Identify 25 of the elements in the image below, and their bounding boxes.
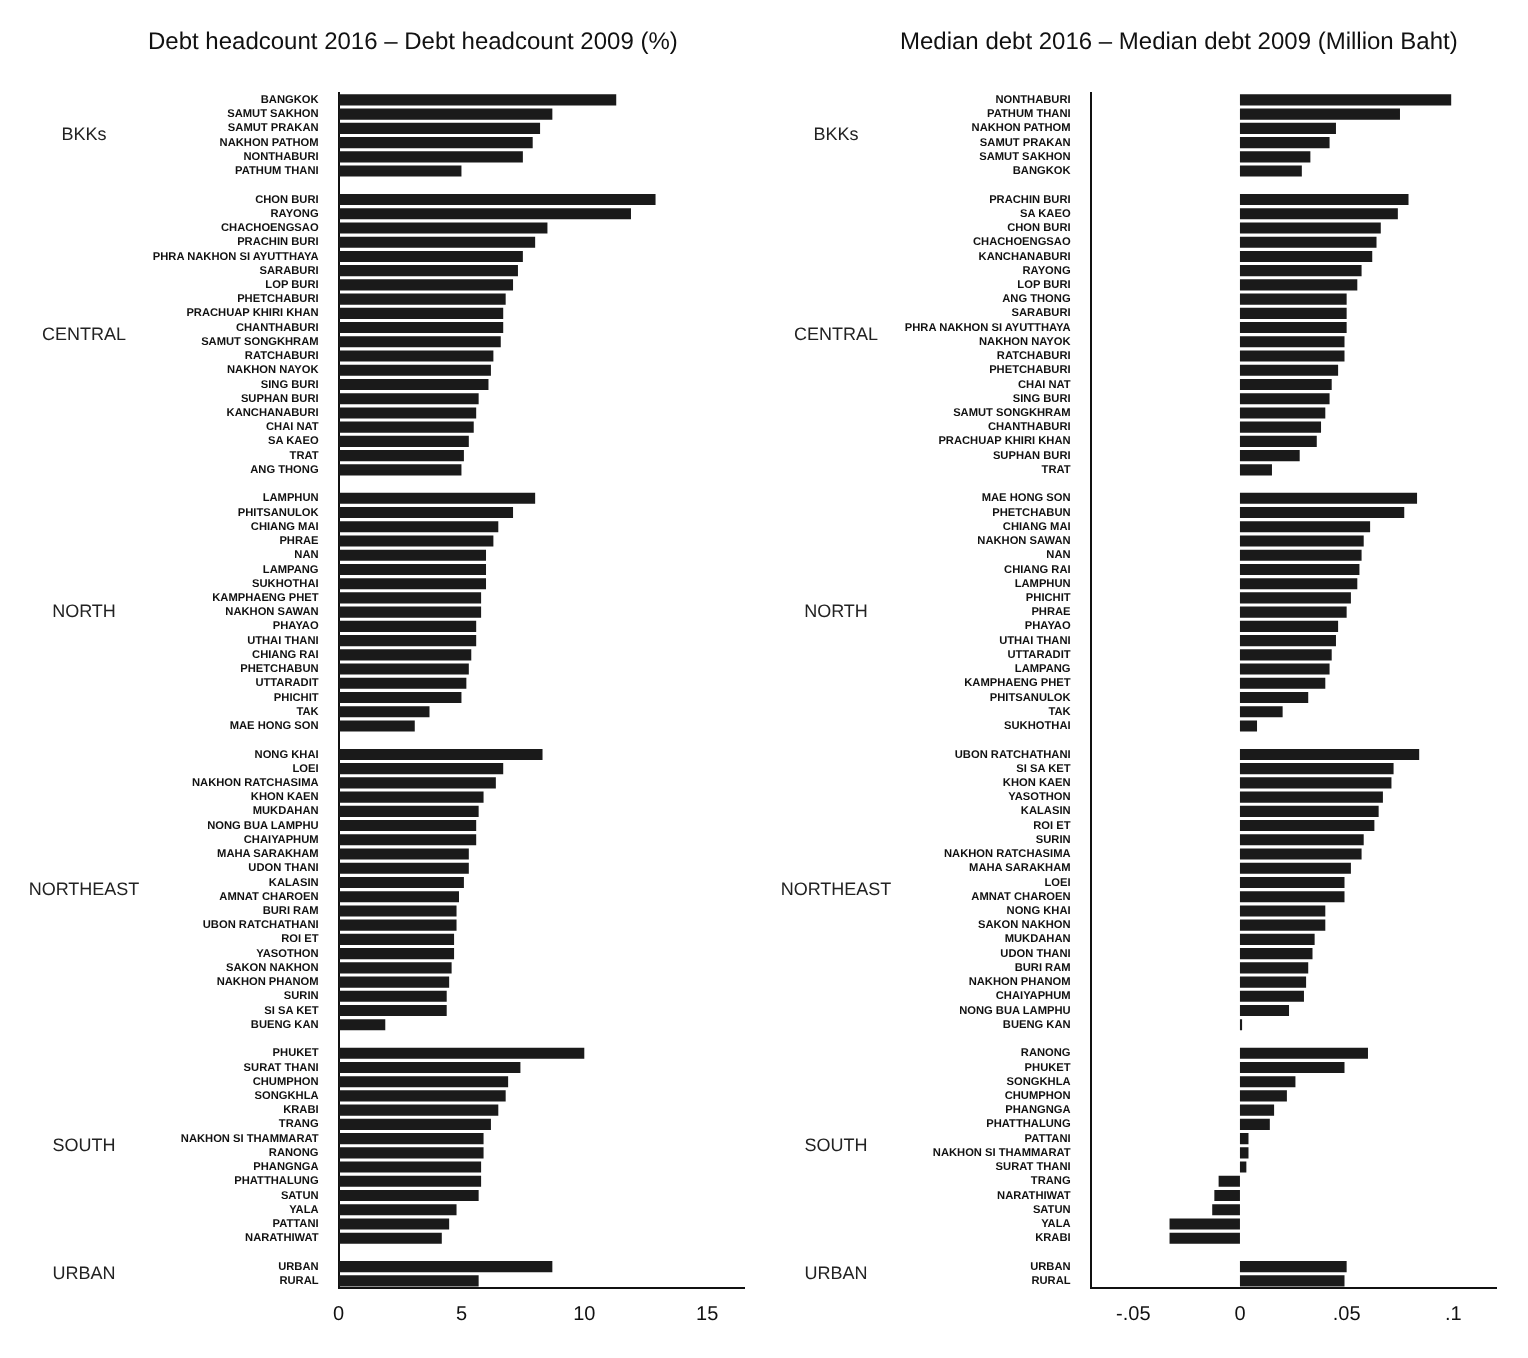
x-tick-label: 0 <box>333 1303 346 1326</box>
x-tick-label: 10 <box>573 1303 597 1326</box>
text: NORTH <box>804 601 868 622</box>
x-tick-label: .05 <box>1332 1303 1362 1326</box>
x-tick-label: 5 <box>455 1303 468 1326</box>
bar <box>1239 165 1302 177</box>
x-tick-label: -.05 <box>1116 1303 1152 1326</box>
bar <box>1239 94 1452 106</box>
text: SOUTH <box>52 1134 116 1155</box>
x-tick-label: 0 <box>1234 1303 1247 1326</box>
bar <box>1239 1161 1247 1173</box>
text: BKKs <box>61 124 108 145</box>
text: URBAN <box>52 1262 116 1283</box>
text: CENTRAL <box>793 323 879 344</box>
text: NORTH <box>52 601 116 622</box>
x-tick-label: .1 <box>1444 1303 1463 1326</box>
text: NORTHEAST <box>28 878 141 899</box>
x-tick-label: 15 <box>696 1303 720 1326</box>
text: SOUTH <box>804 1134 868 1155</box>
text: BKKs <box>813 124 860 145</box>
chart-title: Debt headcount 2016 – Debt headcount 2009 (%) <box>148 27 678 56</box>
chart-title: Median debt 2016 – Median debt 2009 (Million Baht) <box>900 27 1458 56</box>
text: CENTRAL <box>41 323 127 344</box>
text: URBAN <box>804 1262 868 1283</box>
text: NORTHEAST <box>780 878 893 899</box>
